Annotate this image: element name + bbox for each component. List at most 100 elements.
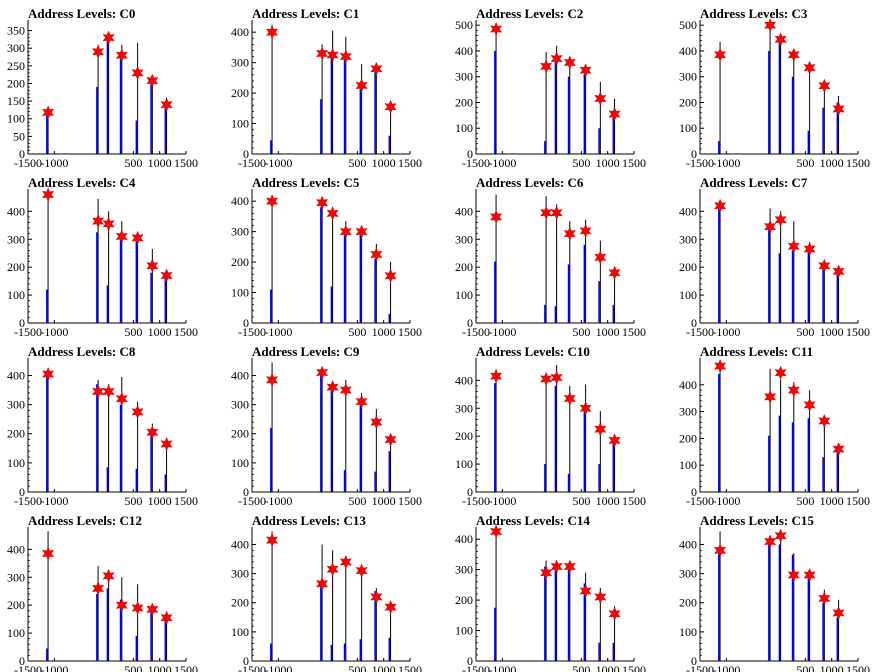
star-marker xyxy=(774,365,787,380)
y-tick-label: 200 xyxy=(7,598,25,612)
y-tick-label: 250 xyxy=(7,59,25,73)
star-marker xyxy=(160,436,173,451)
y-tick-label: 100 xyxy=(455,288,473,302)
star-marker xyxy=(608,433,621,448)
x-tick-label: -1000 xyxy=(264,325,292,339)
y-tick-label: 300 xyxy=(679,405,697,419)
star-marker xyxy=(370,589,383,604)
star-marker xyxy=(146,425,159,440)
x-tick-label: 500 xyxy=(796,494,814,508)
y-tick-label: 200 xyxy=(231,596,249,610)
panel-title: Address Levels: C14 xyxy=(476,513,590,528)
star-marker xyxy=(608,265,621,280)
y-tick-label: 100 xyxy=(231,286,249,300)
x-tick-label: 1000 xyxy=(596,663,620,672)
star-marker xyxy=(594,422,607,437)
y-tick-label: 200 xyxy=(231,255,249,269)
x-tick-label: -1000 xyxy=(40,325,68,339)
star-marker xyxy=(160,610,173,625)
panel-c6: Address Levels: C6 0 100 200 300 400 -1500-100… xyxy=(455,175,646,339)
star-marker xyxy=(489,21,503,37)
x-tick-label: 1500 xyxy=(398,663,422,672)
panel-title: Address Levels: C10 xyxy=(476,344,590,359)
star-marker xyxy=(92,214,105,229)
x-tick-label: 500 xyxy=(124,663,142,672)
x-tick-label: -1500 xyxy=(238,494,266,508)
star-marker xyxy=(594,250,607,265)
star-marker xyxy=(764,18,777,33)
x-tick-label: 1500 xyxy=(622,494,646,508)
star-marker xyxy=(540,371,553,386)
star-marker xyxy=(540,205,553,220)
y-tick-label: 400 xyxy=(679,378,697,392)
y-tick-label: 400 xyxy=(455,373,473,387)
star-marker xyxy=(818,258,831,273)
x-tick-label: -1000 xyxy=(264,494,292,508)
star-marker xyxy=(713,543,727,558)
star-marker xyxy=(316,46,329,61)
star-marker xyxy=(160,268,173,283)
x-tick-label: -1000 xyxy=(488,325,516,339)
x-tick-label: -1500 xyxy=(14,494,42,508)
x-tick-label: 1000 xyxy=(372,325,396,339)
y-tick-label: 400 xyxy=(455,204,473,218)
panel-title: Address Levels: C8 xyxy=(28,344,136,359)
x-tick-label: -1500 xyxy=(238,156,266,170)
y-tick-label: 0 xyxy=(243,316,249,330)
y-tick-label: 400 xyxy=(7,204,25,218)
x-tick-label: -1000 xyxy=(488,494,516,508)
x-tick-label: 500 xyxy=(572,494,590,508)
star-marker xyxy=(594,589,607,605)
x-tick-label: 1500 xyxy=(846,156,870,170)
star-marker xyxy=(115,229,128,244)
x-tick-label: 1500 xyxy=(622,663,646,672)
y-tick-label: 0 xyxy=(691,485,697,499)
star-marker xyxy=(41,187,55,202)
star-marker xyxy=(563,559,576,574)
x-tick-label: 1500 xyxy=(174,325,198,339)
x-tick-label: -1000 xyxy=(712,494,740,508)
x-tick-label: -1000 xyxy=(40,494,68,508)
star-marker xyxy=(370,415,383,430)
star-marker xyxy=(92,44,105,59)
panel-c12: Address Levels: C12 0 100 200 300 400 -1500-10… xyxy=(7,513,198,672)
star-marker xyxy=(265,533,279,548)
panel-c4: Address Levels: C4 0 100 200 300 400 -1500-100… xyxy=(7,175,198,339)
star-marker xyxy=(803,568,816,583)
y-tick-label: 500 xyxy=(455,18,473,32)
y-tick-label: 100 xyxy=(455,457,473,471)
y-tick-label: 200 xyxy=(7,427,25,441)
star-marker xyxy=(131,230,144,245)
y-tick-label: 500 xyxy=(679,18,697,32)
y-tick-label: 400 xyxy=(231,25,249,39)
panel-c15: Address Levels: C15 0 100 200 300 400 -1500-10… xyxy=(679,513,870,672)
y-tick-label: 0 xyxy=(243,654,249,668)
x-tick-label: 1500 xyxy=(622,325,646,339)
star-marker xyxy=(594,91,607,106)
y-tick-label: 300 xyxy=(455,563,473,577)
panel-title: Address Levels: C2 xyxy=(476,6,583,21)
y-tick-label: 0 xyxy=(19,147,25,161)
y-tick-label: 200 xyxy=(455,429,473,443)
y-tick-label: 200 xyxy=(455,260,473,274)
y-tick-label: 100 xyxy=(231,117,249,131)
y-tick-label: 150 xyxy=(7,94,25,108)
y-tick-label: 200 xyxy=(455,593,473,607)
x-tick-label: 500 xyxy=(124,494,142,508)
panel-c0: Address Levels: C0 0 50 100 150 200 250 300 350 -… xyxy=(7,6,198,170)
y-tick-label: 400 xyxy=(679,44,697,58)
panel-title: Address Levels: C6 xyxy=(476,175,584,190)
panel-title: Address Levels: C4 xyxy=(28,175,136,190)
y-tick-label: 0 xyxy=(691,316,697,330)
star-marker xyxy=(713,47,727,62)
y-tick-label: 400 xyxy=(7,542,25,556)
star-marker xyxy=(146,602,159,617)
star-marker xyxy=(384,432,397,447)
star-marker xyxy=(787,568,800,583)
x-tick-label: -1000 xyxy=(712,325,740,339)
star-marker xyxy=(115,598,128,613)
star-marker xyxy=(355,78,368,93)
star-marker xyxy=(384,600,397,615)
x-tick-label: 500 xyxy=(124,156,142,170)
panel-c10: Address Levels: C10 0 100 200 300 400 -1500-10… xyxy=(455,344,646,508)
